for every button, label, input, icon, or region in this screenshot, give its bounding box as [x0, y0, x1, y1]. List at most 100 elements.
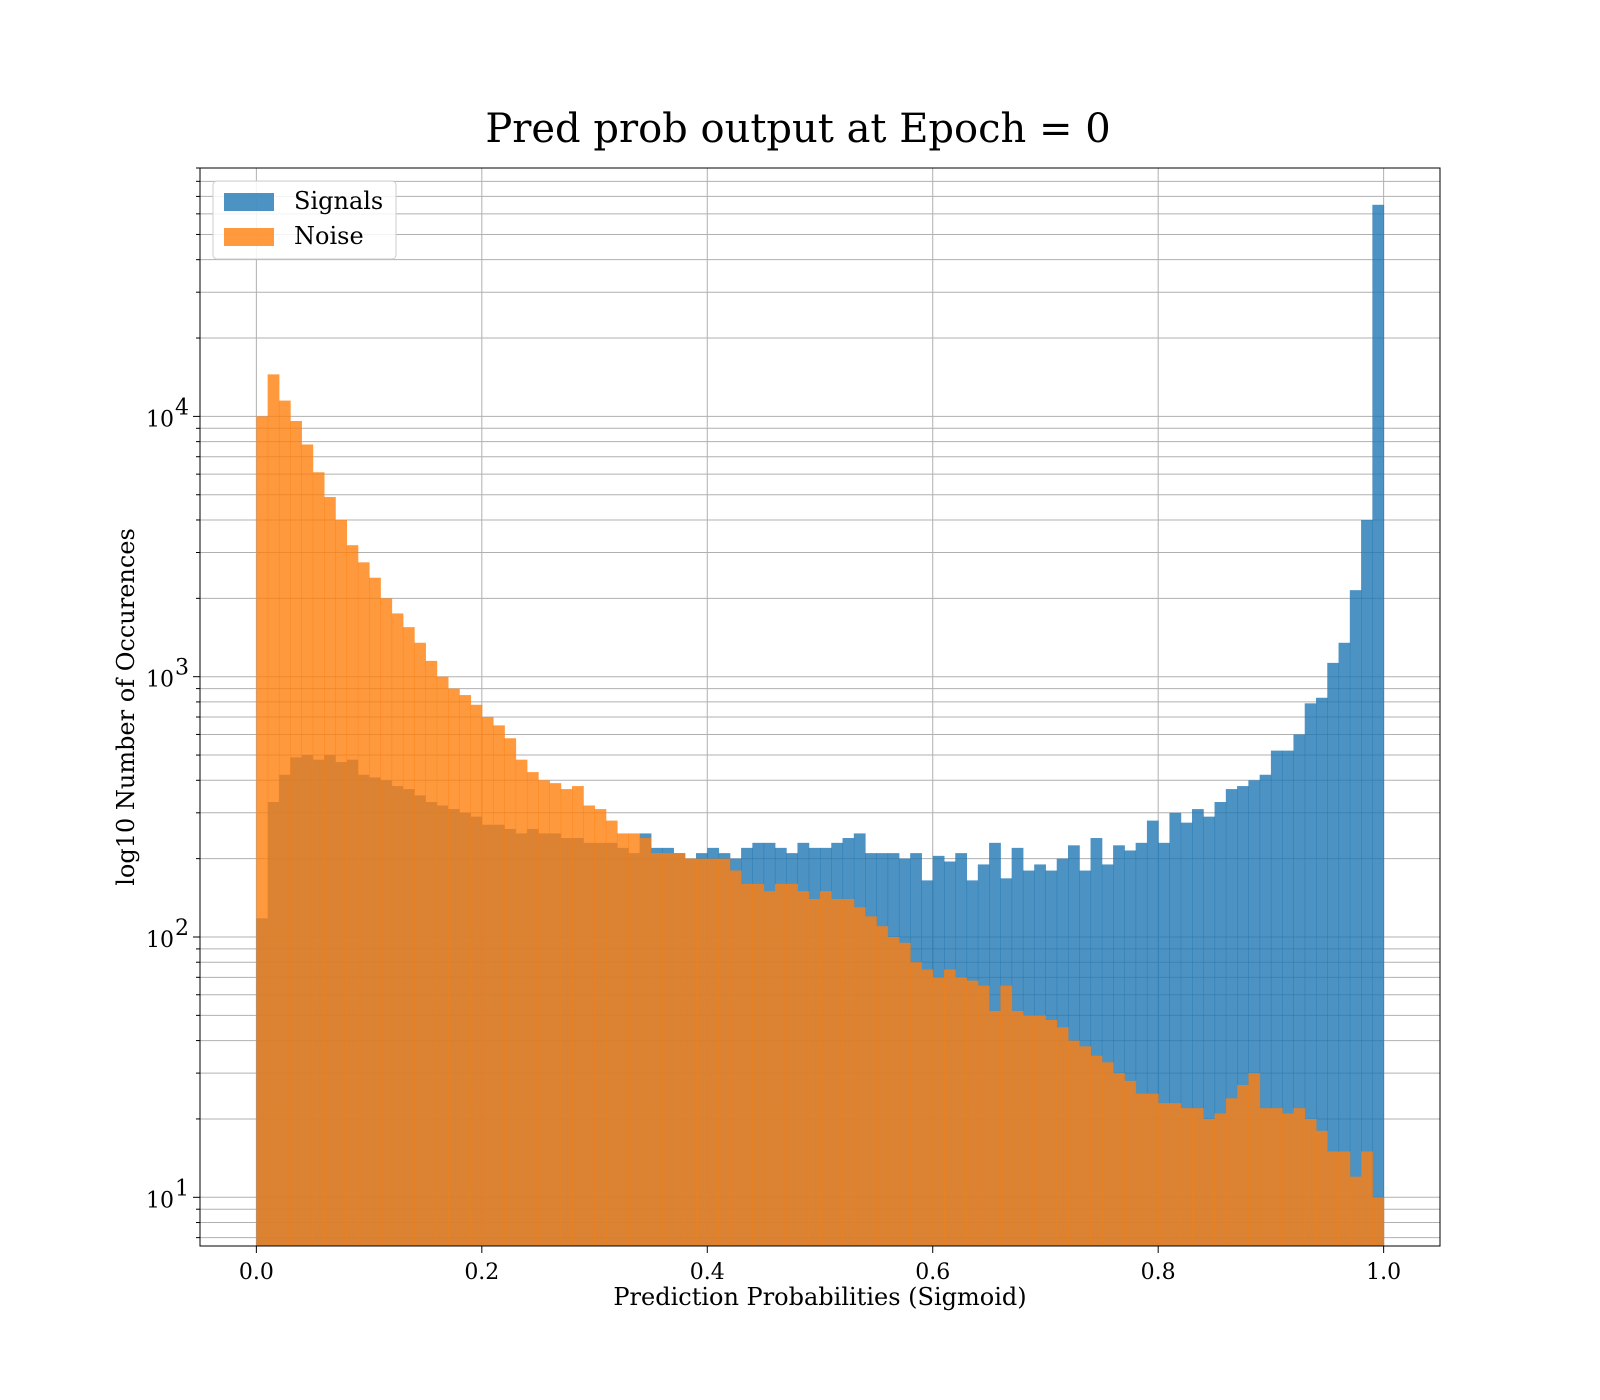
bar-noise — [1237, 1085, 1249, 1246]
bar-noise — [1327, 1151, 1340, 1246]
plot-frame — [199, 167, 1441, 1247]
x-tick-label: 0.0 — [239, 1260, 274, 1285]
bar-noise — [402, 627, 415, 1246]
bar-signals — [1304, 703, 1317, 1246]
bar-noise — [1372, 1197, 1385, 1246]
bar-noise — [1248, 1073, 1261, 1246]
bar-noise — [797, 891, 810, 1246]
bar-signals — [1169, 812, 1182, 1246]
bar-noise — [335, 519, 348, 1246]
bar-signals — [1248, 780, 1261, 1246]
bar-noise — [876, 926, 889, 1246]
bar-noise — [1011, 1010, 1024, 1246]
x-tick-label: 0.2 — [464, 1260, 499, 1285]
bar-noise — [662, 853, 674, 1246]
bar-noise — [696, 858, 708, 1246]
y-tick-label-exponent: 4 — [175, 395, 189, 420]
bar-noise — [1192, 1108, 1204, 1246]
bar-noise — [301, 444, 314, 1246]
bar-noise — [639, 838, 652, 1246]
bar-noise — [842, 898, 855, 1246]
legend-swatch-signals — [224, 193, 274, 211]
bar-noise — [425, 660, 438, 1246]
y-tick-label: 10 — [146, 1188, 174, 1213]
bar-noise — [1146, 1093, 1159, 1246]
bar-noise — [414, 642, 426, 1246]
bar-signals — [1090, 838, 1103, 1246]
bar-signals — [1293, 734, 1306, 1246]
bar-noise — [820, 891, 832, 1246]
x-tick-label: 0.8 — [1141, 1260, 1176, 1285]
bar-noise — [865, 916, 877, 1246]
bar-noise — [1203, 1118, 1216, 1246]
bar-signals — [1372, 204, 1385, 1247]
bar-noise — [1169, 1103, 1182, 1246]
y-tick-label: 10 — [146, 668, 174, 693]
bar-noise — [808, 898, 821, 1246]
bar-noise — [989, 1010, 1001, 1246]
bar-noise — [1316, 1130, 1328, 1246]
bar-noise — [944, 969, 956, 1246]
bar-signals — [1101, 864, 1114, 1246]
bar-noise — [684, 858, 697, 1246]
bar-noise — [391, 613, 404, 1246]
bar-noise — [357, 562, 370, 1246]
bar-signals — [1282, 750, 1294, 1246]
bar-signals — [1349, 590, 1362, 1246]
bar-noise — [1282, 1113, 1294, 1246]
bar-noise — [1361, 1151, 1373, 1246]
bar-noise — [628, 833, 641, 1246]
x-tick-label: 0.6 — [915, 1260, 950, 1285]
bar-signals — [1135, 842, 1148, 1246]
y-tick-label-exponent: 2 — [175, 916, 189, 941]
bar-noise — [752, 883, 765, 1246]
bar-signals — [1338, 642, 1351, 1246]
x-tick-label: 0.4 — [690, 1260, 725, 1285]
bar-noise — [921, 969, 934, 1246]
bar-noise — [369, 577, 381, 1246]
y-tick-label-exponent: 1 — [175, 1176, 189, 1201]
bar-noise — [718, 858, 731, 1246]
bar-signals — [1270, 750, 1283, 1246]
bar-noise — [526, 772, 539, 1246]
y-tick-label: 10 — [146, 407, 174, 432]
bar-noise — [515, 759, 528, 1246]
bar-noise — [1113, 1073, 1125, 1246]
bar-signals — [1158, 842, 1170, 1246]
histogram-bars — [256, 204, 1385, 1247]
bar-signals — [1146, 820, 1159, 1246]
bar-signals — [1180, 822, 1193, 1246]
bar-noise — [538, 780, 550, 1246]
bar-noise — [493, 725, 505, 1246]
bar-noise — [594, 809, 607, 1246]
bar-noise — [267, 374, 280, 1246]
x-tick-label: 1.0 — [1366, 1260, 1401, 1285]
bar-noise — [1158, 1103, 1170, 1246]
bar-noise — [549, 783, 562, 1246]
bar-noise — [346, 545, 359, 1246]
bar-noise — [707, 858, 720, 1246]
bar-noise — [1338, 1151, 1351, 1246]
y-tick-label-exponent: 3 — [175, 656, 189, 681]
x-axis-label: Prediction Probabilities (Sigmoid) — [613, 1283, 1026, 1311]
bar-noise — [774, 883, 787, 1246]
bar-noise — [290, 421, 302, 1246]
y-axis-label: log10 Number of Occurences — [112, 528, 140, 886]
bar-noise — [459, 695, 472, 1246]
bar-noise — [853, 907, 866, 1246]
bar-noise — [572, 786, 584, 1246]
bar-noise — [312, 472, 325, 1246]
bar-noise — [380, 598, 393, 1246]
bar-noise — [1090, 1055, 1103, 1246]
bar-noise — [898, 942, 911, 1246]
bar-signals — [1225, 789, 1238, 1246]
bar-noise — [1349, 1176, 1362, 1246]
bar-signals — [1327, 662, 1340, 1246]
bar-signals — [1192, 809, 1204, 1246]
bar-signals — [1316, 697, 1328, 1246]
bar-noise — [504, 738, 517, 1246]
bar-signals — [1361, 519, 1373, 1246]
bar-noise — [910, 962, 922, 1246]
bar-noise — [1225, 1098, 1238, 1246]
